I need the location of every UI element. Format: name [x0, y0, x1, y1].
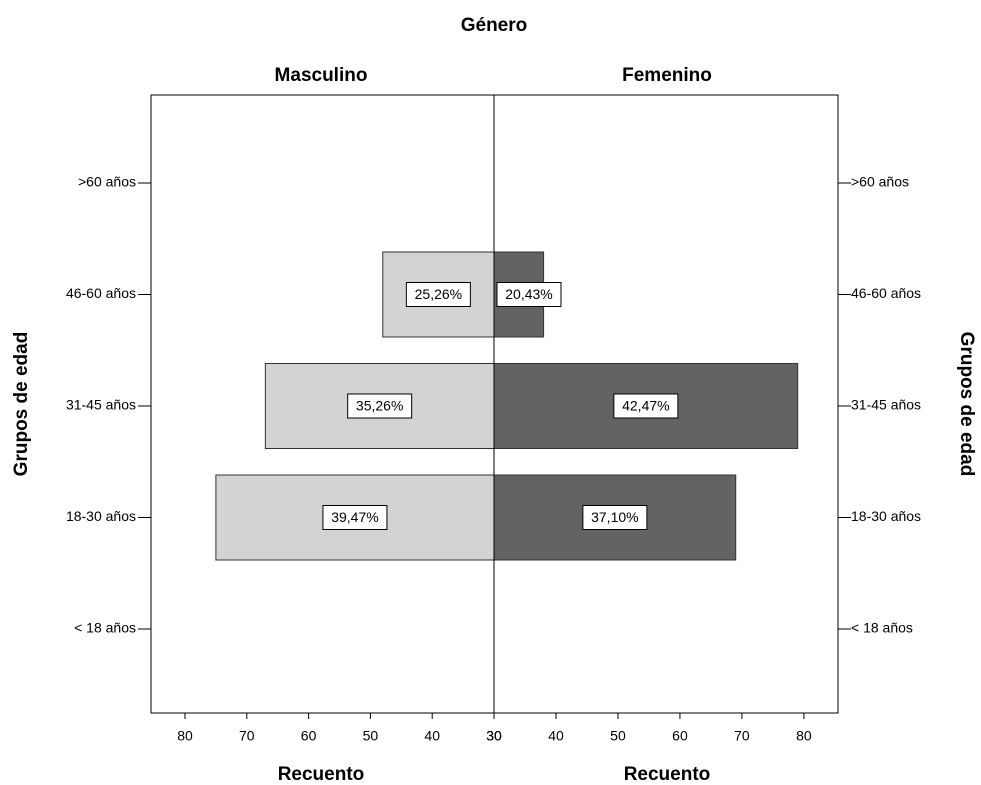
x-tick-label: 30: [486, 728, 502, 744]
y-tick-label: 31-45 años: [851, 397, 921, 413]
x-tick-label: 70: [239, 728, 255, 744]
data-label-box: [582, 505, 648, 530]
x-tick-label: 80: [796, 728, 812, 744]
data-label: 20,43%: [505, 286, 552, 302]
y-tick-label: 46-60 años: [851, 285, 921, 301]
data-label-box: [496, 282, 562, 307]
data-label-box: [322, 505, 388, 530]
data-label: 25,26%: [415, 286, 462, 302]
x-tick-label: 50: [610, 728, 626, 744]
panel-title: Masculino: [275, 65, 368, 86]
x-tick-label: 40: [548, 728, 564, 744]
y-tick-label: 46-60 años: [66, 285, 136, 301]
y-tick-label: < 18 años: [851, 620, 913, 636]
x-tick-label: 50: [363, 728, 379, 744]
data-label: 35,26%: [356, 398, 403, 414]
panel-title: Femenino: [622, 65, 712, 86]
data-label-box: [613, 393, 679, 419]
y-tick-label: 18-30 años: [851, 508, 921, 524]
x-axis-label: Recuento: [624, 764, 711, 785]
data-label: 37,10%: [591, 509, 638, 525]
x-tick-label: 60: [672, 728, 688, 744]
x-tick-label: 30: [486, 728, 502, 744]
y-tick-label: < 18 años: [74, 620, 136, 636]
data-label-box: [405, 282, 471, 307]
x-axis-label: Recuento: [278, 764, 365, 785]
y-tick-label: >60 años: [851, 174, 909, 190]
x-tick-label: 40: [424, 728, 440, 744]
y-tick-label: 31-45 años: [66, 397, 136, 413]
data-label-box: [347, 393, 413, 419]
data-label: 42,47%: [622, 398, 669, 414]
chart-title: Género: [461, 15, 528, 36]
y-axis-label: Grupos de edad: [956, 332, 977, 477]
x-tick-label: 70: [734, 728, 750, 744]
data-label: 39,47%: [331, 509, 378, 525]
x-tick-label: 60: [301, 728, 317, 744]
x-tick-label: 80: [177, 728, 193, 744]
y-tick-label: 18-30 años: [66, 508, 136, 524]
y-axis-label: Grupos de edad: [11, 332, 32, 477]
y-tick-label: >60 años: [78, 174, 136, 190]
